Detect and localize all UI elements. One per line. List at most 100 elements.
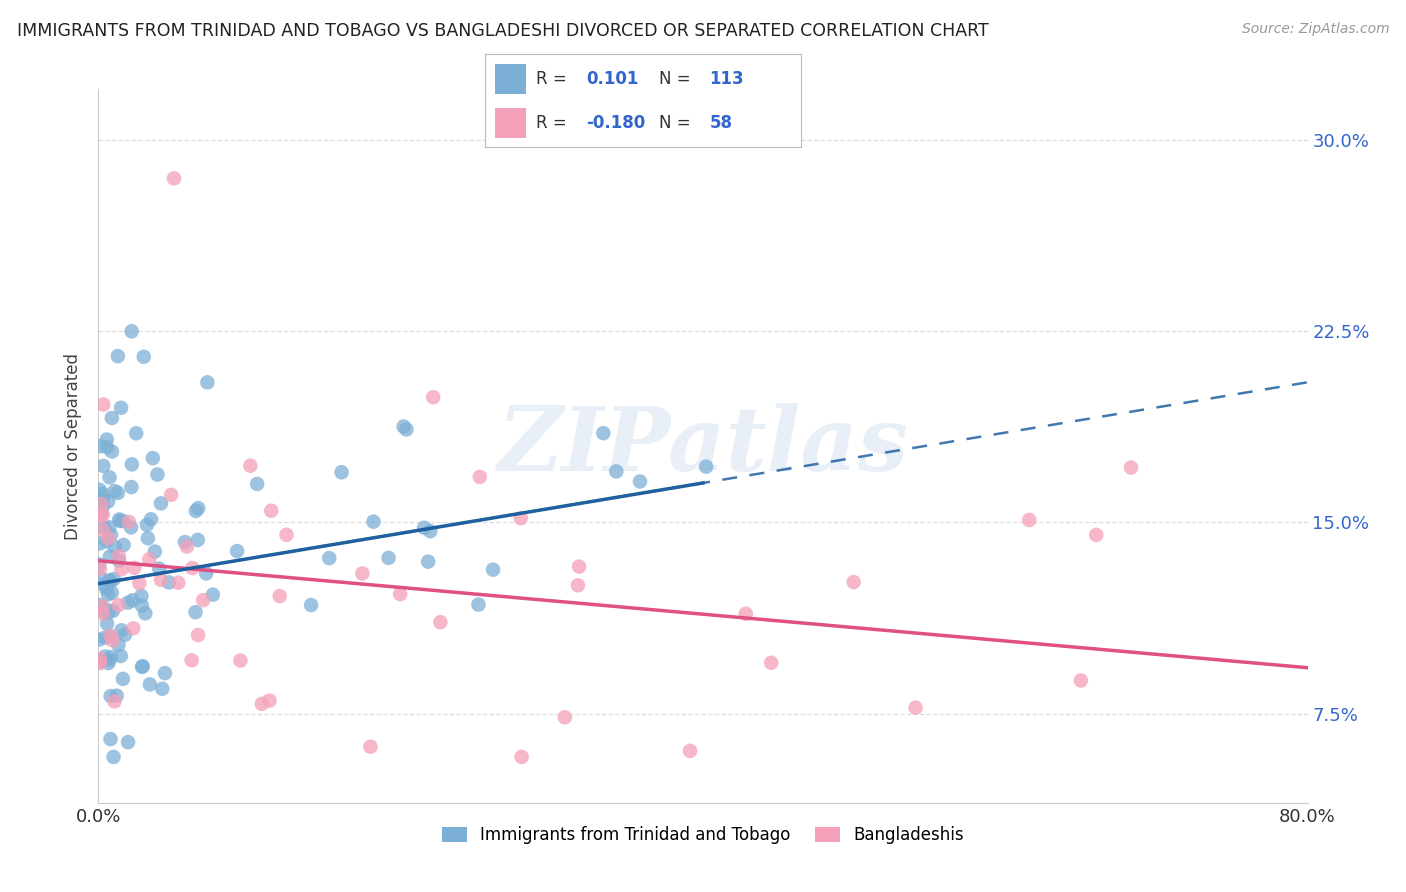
Point: [131, 589, 153, 603]
Point: [132, 659, 155, 673]
Point: [89, 632, 111, 647]
Point: [96, 433, 118, 447]
Point: [131, 660, 153, 674]
Point: [97, 606, 120, 620]
Point: [482, 563, 505, 577]
Point: [180, 653, 202, 667]
Point: [97, 587, 120, 601]
Point: [98, 653, 121, 667]
Point: [89, 562, 111, 576]
Point: [125, 426, 148, 441]
Point: [107, 638, 129, 652]
Point: [1119, 460, 1142, 475]
Point: [108, 554, 131, 568]
Point: [94, 649, 117, 664]
Point: [89, 483, 111, 497]
Point: [554, 710, 576, 724]
Point: [138, 552, 160, 566]
Point: [229, 654, 252, 668]
Point: [132, 350, 155, 364]
Point: [100, 528, 122, 542]
Point: [96, 616, 118, 631]
Point: [318, 551, 340, 566]
Point: [695, 459, 717, 474]
Point: [121, 458, 143, 472]
Point: [98, 630, 121, 644]
Point: [90, 497, 112, 511]
Point: [91, 486, 114, 500]
Point: [114, 628, 136, 642]
Point: [100, 689, 122, 703]
Point: [422, 390, 444, 404]
Text: IMMIGRANTS FROM TRINIDAD AND TOBAGO VS BANGLADESHI DIVORCED OR SEPARATED CORRELA: IMMIGRANTS FROM TRINIDAD AND TOBAGO VS B…: [17, 22, 988, 40]
Text: R =: R =: [536, 70, 572, 87]
Point: [184, 504, 207, 518]
Point: [108, 512, 131, 526]
Point: [128, 576, 150, 591]
Point: [101, 633, 124, 648]
Point: [761, 656, 783, 670]
Point: [246, 476, 269, 491]
Point: [105, 689, 128, 703]
Legend: Immigrants from Trinidad and Tobago, Bangladeshis: Immigrants from Trinidad and Tobago, Ban…: [441, 826, 965, 845]
Point: [143, 544, 166, 558]
Text: 0.101: 0.101: [586, 70, 638, 87]
Point: [250, 697, 273, 711]
Point: [139, 512, 162, 526]
Point: [568, 559, 591, 574]
Point: [112, 538, 135, 552]
Point: [103, 750, 125, 764]
Point: [363, 515, 385, 529]
Point: [104, 540, 127, 554]
Point: [100, 629, 122, 643]
Text: 113: 113: [710, 70, 744, 87]
Point: [111, 672, 134, 686]
Point: [360, 739, 382, 754]
Point: [628, 475, 651, 489]
Point: [157, 575, 180, 590]
Point: [429, 615, 451, 630]
Point: [187, 628, 209, 642]
Point: [110, 562, 132, 576]
Point: [148, 561, 170, 575]
Point: [91, 397, 114, 411]
Point: [89, 656, 111, 670]
Text: -0.180: -0.180: [586, 114, 645, 132]
Point: [93, 604, 115, 618]
Point: [103, 572, 125, 586]
Text: ZIPatlas: ZIPatlas: [498, 403, 908, 489]
Point: [1018, 513, 1040, 527]
Point: [98, 470, 121, 484]
Point: [184, 605, 207, 619]
Point: [467, 598, 489, 612]
Point: [276, 528, 298, 542]
Point: [101, 604, 124, 618]
Point: [97, 532, 120, 546]
Point: [181, 561, 204, 575]
Point: [174, 535, 197, 549]
Point: [150, 681, 173, 696]
Point: [679, 744, 702, 758]
Point: [160, 488, 183, 502]
Point: [93, 577, 115, 591]
Point: [107, 598, 129, 612]
Point: [377, 550, 399, 565]
Point: [91, 500, 114, 514]
Point: [110, 648, 132, 663]
Point: [91, 508, 114, 522]
Point: [395, 422, 418, 436]
Point: [468, 470, 491, 484]
Point: [167, 575, 190, 590]
Point: [96, 582, 118, 596]
Point: [94, 602, 117, 616]
Point: [1085, 528, 1108, 542]
Point: [91, 654, 114, 668]
Bar: [495, 64, 526, 94]
Point: [90, 571, 112, 585]
Point: [187, 533, 209, 547]
Point: [91, 599, 114, 614]
Point: [1070, 673, 1092, 688]
Point: [101, 586, 124, 600]
Point: [239, 458, 262, 473]
Point: [187, 501, 209, 516]
